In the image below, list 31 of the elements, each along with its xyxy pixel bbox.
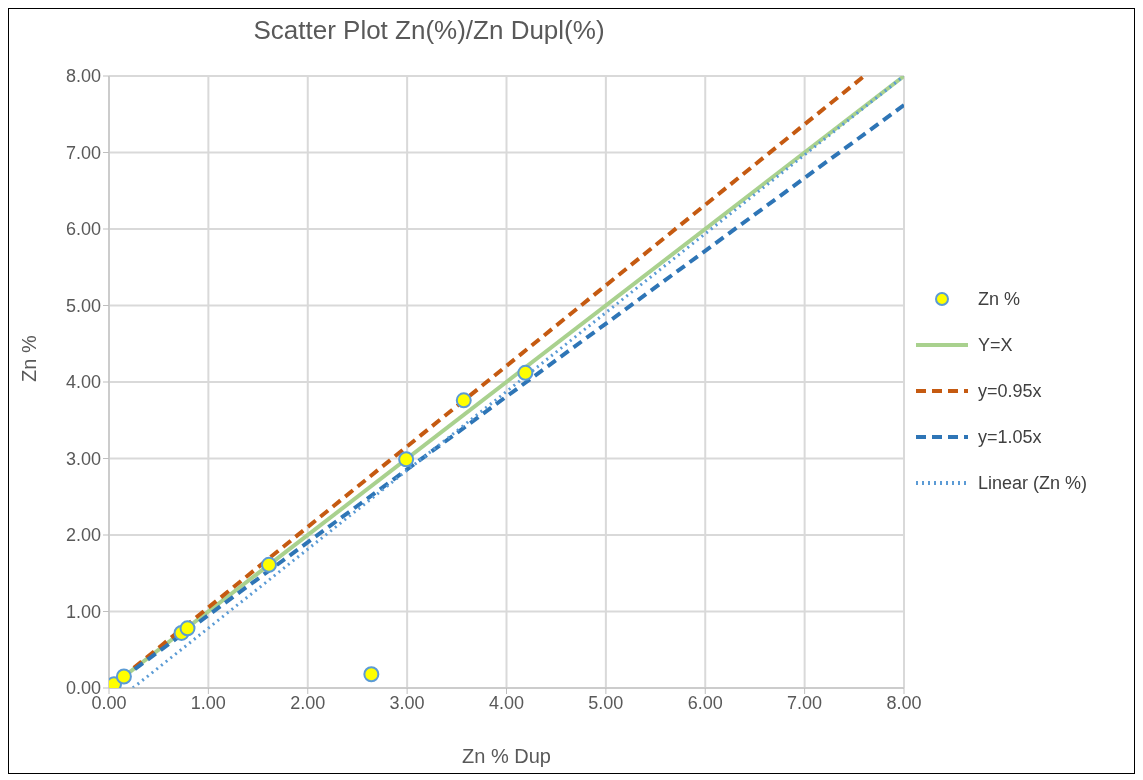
x-tick-label: 4.00 <box>488 692 525 713</box>
legend-label: Y=X <box>978 334 1013 356</box>
y-tick-label: 3.00 <box>65 448 101 469</box>
point <box>517 364 534 381</box>
y-tick-label: 2.00 <box>65 525 101 546</box>
y-tick-label: 6.00 <box>65 219 101 240</box>
point <box>260 556 277 573</box>
point <box>115 668 132 685</box>
y-tick-label: 1.00 <box>65 601 101 622</box>
y-tick-label: 8.00 <box>65 66 101 87</box>
x-tick-label: 3.00 <box>389 692 425 713</box>
y-tick-label: 4.00 <box>65 372 101 393</box>
x-tick-label: 6.00 <box>687 692 723 713</box>
y-tick-label: 7.00 <box>65 142 101 163</box>
chart-title: Scatter Plot Zn(%)/Zn Dupl(%) <box>252 15 606 46</box>
x-tick-label: 1.00 <box>190 692 226 713</box>
x-tick-label: 5.00 <box>588 692 624 713</box>
x-axis-title: Zn % Dup <box>462 745 551 767</box>
y-axis-title: Zn % <box>18 335 41 382</box>
legend-label: Linear (Zn %) <box>978 472 1088 494</box>
point <box>363 666 380 683</box>
point <box>398 451 415 468</box>
x-tick-label: 2.00 <box>290 692 326 713</box>
legend-label: Zn % <box>978 288 1021 310</box>
y-tick-label: 5.00 <box>65 295 101 316</box>
legend-label: y=0.95x <box>978 380 1042 402</box>
point <box>455 392 472 409</box>
point <box>179 620 196 637</box>
x-tick-label: 8.00 <box>886 692 922 713</box>
x-tick-label: 7.00 <box>787 692 823 713</box>
legend-label: y=1.05x <box>978 426 1042 448</box>
